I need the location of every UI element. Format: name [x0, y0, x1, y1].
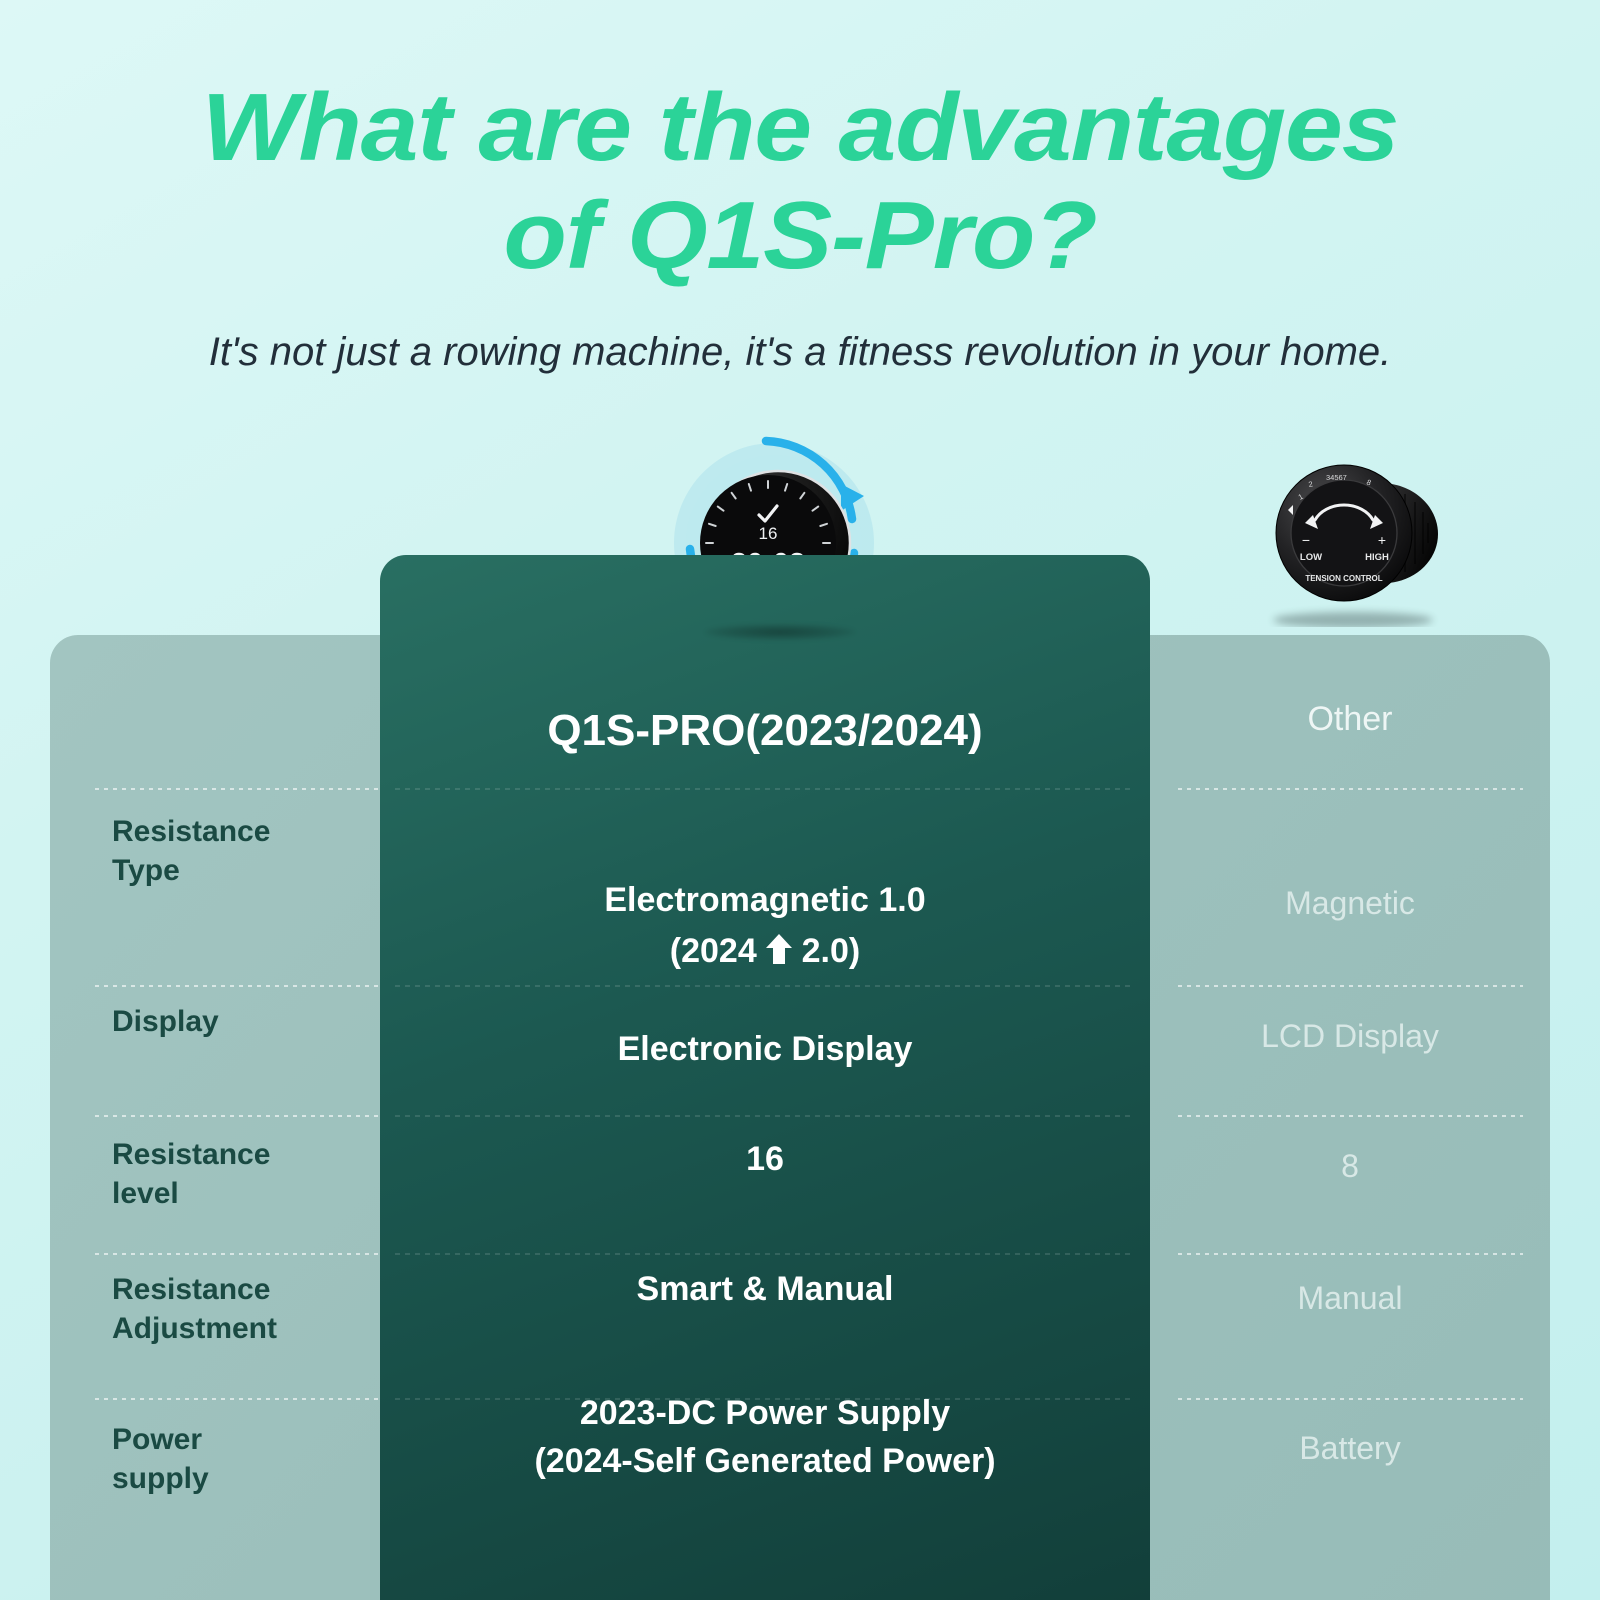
svg-text:+: +: [1378, 532, 1386, 548]
svg-text:34567: 34567: [1326, 473, 1347, 482]
svg-text:TENSION CONTROL: TENSION CONTROL: [1305, 574, 1382, 583]
svg-text:−: −: [1302, 532, 1310, 548]
svg-text:HIGH: HIGH: [1365, 552, 1389, 563]
svg-text:16: 16: [759, 524, 778, 543]
svg-text:LOW: LOW: [1300, 552, 1322, 563]
